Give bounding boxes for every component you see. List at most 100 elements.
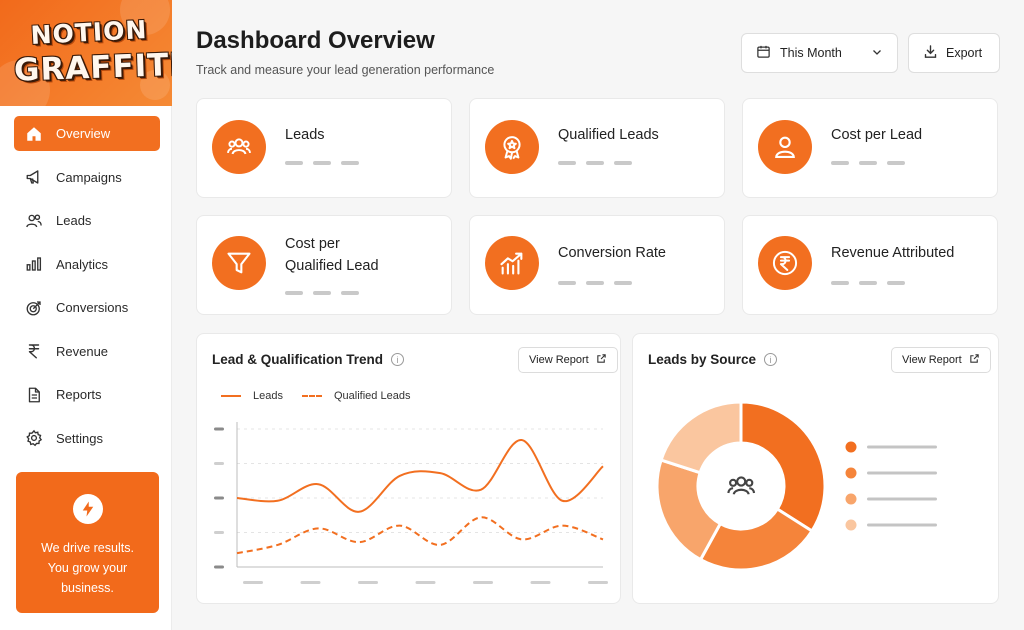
kpi-value-placeholder [285, 291, 359, 295]
page-title: Dashboard Overview [196, 27, 435, 54]
sidebar-nav: Overview Campaigns Leads Analytics Conve… [14, 116, 160, 464]
donut-slice [659, 400, 743, 475]
document-icon [24, 385, 44, 405]
donut-slice [655, 458, 723, 562]
period-label: This Month [780, 46, 842, 60]
bar-chart-icon [24, 254, 44, 274]
sidebar-item-leads[interactable]: Leads [14, 203, 160, 238]
sidebar-item-label: Leads [56, 213, 92, 228]
kpi-value-placeholder [558, 281, 632, 285]
sidebar-item-reports[interactable]: Reports [14, 377, 160, 412]
legend-label-placeholder [867, 523, 937, 527]
x-tick-label [243, 581, 263, 584]
kpi-value-placeholder [558, 161, 632, 165]
external-link-icon [969, 353, 980, 367]
info-icon[interactable]: i [391, 353, 405, 366]
legend-swatch [302, 395, 322, 397]
donut-chart [655, 400, 937, 572]
funnel-icon [212, 236, 266, 290]
legend-dot [845, 519, 857, 531]
x-tick-label [473, 581, 493, 584]
sidebar-item-label: Conversions [56, 300, 129, 315]
chevron-down-icon [871, 46, 883, 61]
sidebar-item-overview[interactable]: Overview [14, 116, 160, 151]
sidebar: NOTION GRAFFITI Overview Campaigns Leads… [0, 0, 172, 630]
legend-dot [845, 441, 857, 453]
view-report-button[interactable]: View Report [518, 347, 618, 373]
export-button[interactable]: Export [908, 33, 1000, 73]
external-link-icon [596, 353, 607, 367]
period-dropdown[interactable]: This Month [741, 33, 898, 73]
legend-item-leads: Leads [221, 390, 283, 402]
y-tick-label [214, 427, 224, 431]
users-icon [24, 211, 44, 231]
download-icon [923, 44, 938, 62]
info-icon[interactable]: i [764, 353, 778, 366]
series-line-leads [236, 439, 604, 513]
source-chart-card: Leads by Source i View Report [632, 333, 999, 604]
legend-label-placeholder [867, 497, 937, 501]
y-tick-label [214, 565, 224, 569]
brand-line-2: GRAFFITI [13, 46, 172, 89]
trend-chart-title: Lead & Qualification Trend i [212, 352, 405, 367]
sidebar-item-analytics[interactable]: Analytics [14, 247, 160, 282]
donut-slice [739, 400, 827, 534]
x-tick-label [588, 581, 608, 584]
view-report-button[interactable]: View Report [891, 347, 991, 373]
rupee-icon [24, 341, 44, 361]
kpi-label: Conversion Rate [558, 245, 666, 261]
trend-chart-plot [214, 422, 608, 584]
legend-dot [845, 467, 857, 479]
kpi-card-conversion-rate[interactable]: Conversion Rate [469, 215, 725, 315]
lightning-icon [72, 494, 103, 524]
rupee-coin-icon [758, 236, 812, 290]
promo-card: We drive results. You grow your business… [16, 472, 159, 613]
source-chart-title: Leads by Source i [648, 352, 778, 367]
home-icon [24, 124, 44, 144]
kpi-card-cost-per-qualified-lead[interactable]: Cost per Qualified Lead [196, 215, 452, 315]
sidebar-item-label: Reports [56, 387, 102, 402]
sidebar-item-campaigns[interactable]: Campaigns [14, 160, 160, 195]
award-badge-icon [485, 120, 539, 174]
series-line-qualified-leads [236, 516, 604, 555]
legend-label-placeholder [867, 471, 937, 475]
sidebar-item-label: Analytics [56, 256, 109, 272]
sidebar-item-revenue[interactable]: Revenue [14, 334, 160, 369]
export-label: Export [946, 46, 983, 60]
kpi-value-placeholder [831, 281, 905, 285]
x-tick-label [530, 581, 551, 584]
y-tick-label [214, 462, 224, 465]
brand-line-1: NOTION [29, 14, 149, 51]
kpi-card-revenue-attributed[interactable]: Revenue Attributed [742, 215, 998, 315]
brand-logo[interactable]: NOTION GRAFFITI [0, 0, 172, 106]
page-subtitle: Track and measure your lead generation p… [196, 63, 495, 77]
kpi-label: Leads [285, 127, 325, 143]
x-tick-label [358, 581, 378, 584]
kpi-value-placeholder [831, 161, 905, 165]
calendar-icon [756, 44, 771, 62]
y-tick-label [214, 531, 224, 534]
x-tick-label [415, 581, 436, 584]
target-icon [24, 298, 44, 318]
x-tick-label [300, 581, 321, 584]
promo-text: We drive results. You grow your business… [41, 541, 134, 595]
sidebar-item-conversions[interactable]: Conversions [14, 290, 160, 325]
sidebar-item-settings[interactable]: Settings [14, 421, 160, 456]
legend-label-placeholder [867, 445, 937, 449]
sidebar-item-label: Settings [56, 430, 103, 446]
sidebar-item-label: Overview [56, 126, 111, 141]
gear-icon [24, 428, 44, 448]
legend-item-qualified-leads: Qualified Leads [302, 390, 410, 402]
sidebar-item-label: Campaigns [56, 169, 122, 185]
kpi-label: Cost per Lead [831, 127, 923, 143]
y-tick-label [214, 496, 224, 500]
users-icon [212, 120, 266, 174]
kpi-card-leads[interactable]: Leads [196, 98, 452, 198]
kpi-card-cost-per-lead[interactable]: Cost per Lead [742, 98, 998, 198]
sidebar-item-label: Revenue [56, 343, 109, 359]
trend-chart-card: Lead & Qualification Trend i View Report … [196, 333, 621, 604]
trend-chart-icon [485, 236, 539, 290]
kpi-label: Qualified Leads [558, 127, 659, 143]
legend-swatch [221, 395, 241, 397]
kpi-card-qualified-leads[interactable]: Qualified Leads [469, 98, 725, 198]
